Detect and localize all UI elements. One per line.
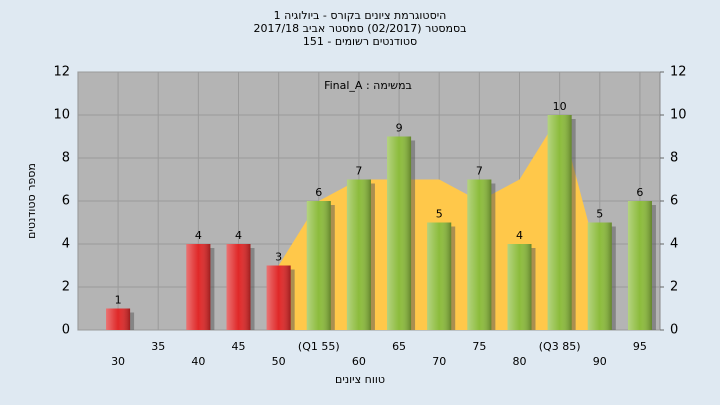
y2-tick-label: 12 — [670, 65, 687, 80]
x-tick-label: 65 — [392, 340, 406, 353]
x-tick-label: 75 — [472, 340, 486, 353]
y-tick-label: 12 — [53, 65, 70, 80]
data-label: 5 — [596, 208, 603, 221]
x-tick-label: 45 — [232, 340, 246, 353]
bar-shade — [547, 115, 572, 330]
data-label: 10 — [553, 100, 567, 113]
data-label: 9 — [396, 122, 403, 135]
x-tick-label: (Q3 85) — [539, 340, 581, 353]
bar-shade — [427, 222, 452, 330]
bar-shade — [106, 308, 131, 330]
y2-tick-label: 6 — [670, 194, 678, 209]
y2-tick-label: 2 — [670, 280, 678, 295]
bar-shade — [186, 244, 211, 330]
x-tick-label: (Q1 55) — [298, 340, 340, 353]
data-label: 1 — [115, 294, 122, 307]
bar-shade — [306, 201, 331, 330]
y-tick-label: 10 — [53, 108, 70, 123]
y2-tick-label: 8 — [670, 151, 678, 166]
data-label: 7 — [476, 165, 483, 178]
bar-shade — [627, 201, 652, 330]
x-tick-label: 50 — [272, 355, 286, 368]
x-tick-label: 80 — [513, 355, 527, 368]
y2-tick-label: 10 — [670, 108, 687, 123]
chart-subtitle: בסמסטר (02/2017) סמסטר אביב 2017/18 — [253, 22, 466, 35]
bar-shade — [587, 222, 612, 330]
bar-shade — [467, 179, 492, 330]
data-label: 4 — [195, 229, 202, 242]
data-label: 4 — [235, 229, 242, 242]
bar-shade — [507, 244, 532, 330]
x-tick-label: 40 — [191, 355, 205, 368]
data-label: 6 — [636, 186, 643, 199]
y-tick-label: 4 — [62, 237, 70, 252]
chart-title: היסטוגרמת ציונים בקורס - ביולוגיה 1 — [274, 9, 447, 22]
x-tick-label: 70 — [432, 355, 446, 368]
x-axis-label: טווח ציונים — [335, 373, 385, 386]
data-label: 5 — [436, 208, 443, 221]
bar-shade — [266, 265, 291, 330]
x-tick-label: 35 — [151, 340, 165, 353]
x-tick-label: 90 — [593, 355, 607, 368]
x-tick-label: 60 — [352, 355, 366, 368]
bar-shade — [226, 244, 251, 330]
y-tick-label: 0 — [62, 323, 70, 338]
x-tick-label: 95 — [633, 340, 647, 353]
chart-subtitle: סטודנטים רשומים - 151 — [303, 35, 417, 48]
y2-tick-label: 0 — [670, 323, 678, 338]
y-tick-label: 2 — [62, 280, 70, 295]
data-label: 7 — [355, 165, 362, 178]
x-tick-label: 30 — [111, 355, 125, 368]
data-label: 4 — [516, 229, 523, 242]
y-tick-label: 6 — [62, 194, 70, 209]
y-axis-label: מספר סטודנטים — [25, 163, 38, 239]
data-label: 3 — [275, 251, 282, 264]
data-label: 6 — [315, 186, 322, 199]
bar-shade — [346, 179, 371, 330]
annotation: במשימה : Final_A — [324, 79, 412, 92]
y2-tick-label: 4 — [670, 237, 678, 252]
bar-shade — [387, 136, 412, 330]
y-tick-label: 8 — [62, 151, 70, 166]
